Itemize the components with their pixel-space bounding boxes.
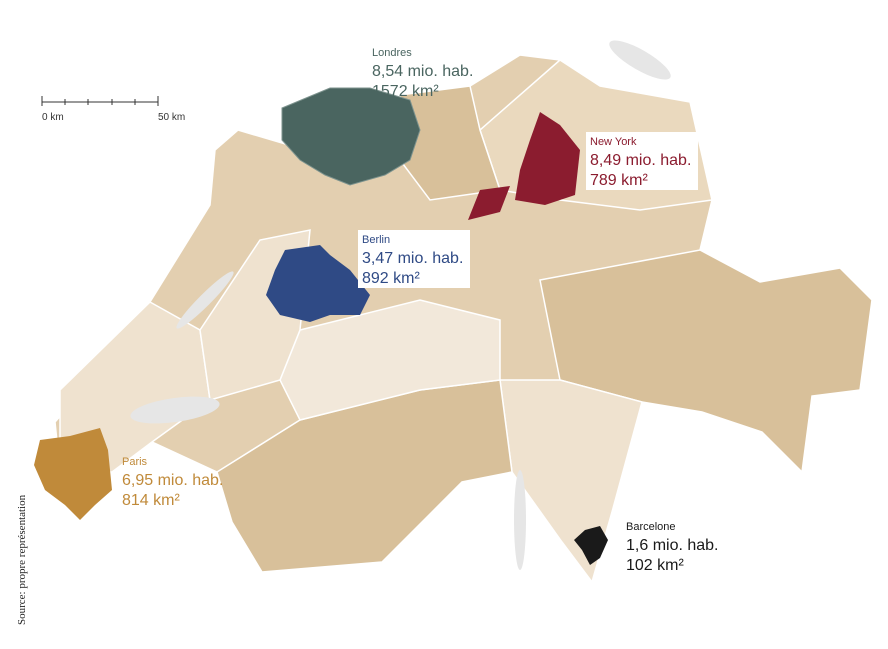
city-population: 3,47 mio. hab. <box>362 250 463 267</box>
city-name: Barcelone <box>626 521 676 533</box>
city-shape <box>281 87 421 186</box>
scale-bar <box>41 96 159 106</box>
city-shape <box>574 526 608 565</box>
city-area: 1572 km² <box>372 83 439 100</box>
city-shape <box>515 112 580 205</box>
city-population: 6,95 mio. hab. <box>122 472 223 489</box>
scale-end: 50 km <box>158 112 185 123</box>
scale-start: 0 km <box>42 112 64 123</box>
city-label: Londres 8,54 mio. hab. 1572 km² <box>372 47 473 100</box>
city-area: 789 km² <box>590 172 648 189</box>
city-shape <box>468 186 510 220</box>
source: Source: propre représentation <box>16 494 28 625</box>
city-area: 102 km² <box>626 557 684 574</box>
city-name: Londres <box>372 47 412 59</box>
city-shape <box>34 428 112 520</box>
lakes <box>130 40 671 570</box>
city-population: 8,54 mio. hab. <box>372 63 473 80</box>
city-area: 814 km² <box>122 492 180 509</box>
city-label: Berlin 3,47 mio. hab. 892 km² <box>358 230 470 288</box>
city-population: 1,6 mio. hab. <box>626 537 719 554</box>
city-label: New York 8,49 mio. hab. 789 km² <box>586 132 698 190</box>
city-name: Paris <box>122 456 148 468</box>
city-area: 892 km² <box>362 270 420 287</box>
city-name: Berlin <box>362 234 390 246</box>
city-label: Barcelone 1,6 mio. hab. 102 km² <box>626 521 719 574</box>
city-name: New York <box>590 136 637 148</box>
city-shape <box>266 245 370 322</box>
city-population: 8,49 mio. hab. <box>590 152 691 169</box>
city-label: Paris 6,95 mio. hab. 814 km² <box>122 456 223 509</box>
